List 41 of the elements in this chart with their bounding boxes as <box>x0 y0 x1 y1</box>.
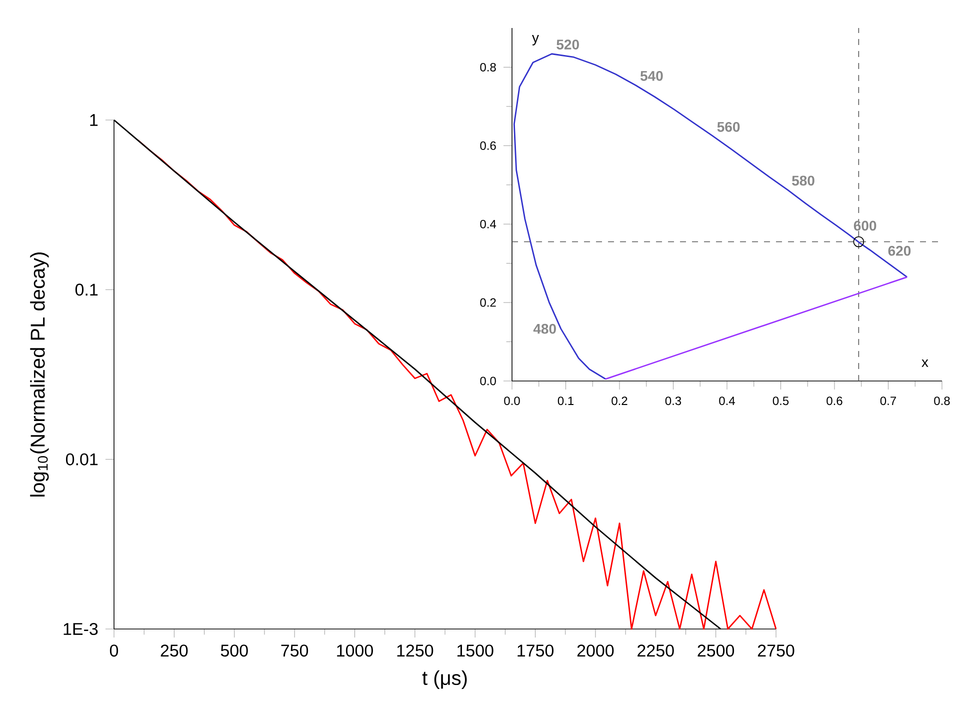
annotation: 520 <box>556 40 579 50</box>
y-tick-label: 0.01 <box>66 453 98 466</box>
y-axis-title: y <box>532 35 539 46</box>
x-tick-label: 1750 <box>518 644 554 657</box>
x-tick-label: 0.6 <box>826 396 842 406</box>
x-tick-label: 2000 <box>577 644 614 657</box>
x-tick-label: 0.0 <box>504 396 520 406</box>
x-tick-label: 1250 <box>397 644 434 657</box>
annotation: 600 <box>854 220 876 231</box>
y-tick-label: 1 <box>90 114 98 126</box>
x-tick-label: 2500 <box>698 644 734 657</box>
x-tick-label: 0.8 <box>934 396 950 406</box>
annotation: 540 <box>640 70 663 81</box>
x-axis-title: x <box>922 359 928 367</box>
y-tick-label: 0.2 <box>480 298 496 307</box>
x-tick-label: 0.2 <box>612 396 628 406</box>
y-tick-label: 0.6 <box>480 141 496 150</box>
x-tick-label: 0.5 <box>772 396 789 406</box>
x-tick-label: 750 <box>281 644 308 657</box>
x-tick-label: 2750 <box>758 644 794 657</box>
y-tick-label: 1E-3 <box>64 622 98 635</box>
x-axis-title: t (μs) <box>422 670 467 689</box>
x-tick-label: 500 <box>220 644 248 657</box>
x-tick-label: 250 <box>160 644 188 657</box>
y-tick-label: 0.1 <box>75 284 98 296</box>
annotation: 560 <box>717 122 740 132</box>
annotation: 620 <box>888 246 911 256</box>
y-tick-label: 0.0 <box>480 376 496 386</box>
x-tick-label: 0.1 <box>558 396 574 406</box>
annotation: 480 <box>533 324 556 334</box>
x-tick-label: 0.7 <box>880 396 896 406</box>
x-tick-label: 2250 <box>638 644 674 657</box>
x-tick-label: 1500 <box>457 644 494 657</box>
x-tick-label: 0 <box>110 644 118 657</box>
x-tick-label: 0.3 <box>665 396 682 406</box>
annotation: 580 <box>792 176 814 186</box>
y-axis-title: log$_{10}$(Normalized PL decay) <box>30 252 49 496</box>
x-tick-label: 0.4 <box>719 396 735 406</box>
y-tick-label: 0.8 <box>480 62 496 72</box>
y-tick-label: 0.4 <box>480 220 496 228</box>
x-tick-label: 1000 <box>337 644 373 657</box>
